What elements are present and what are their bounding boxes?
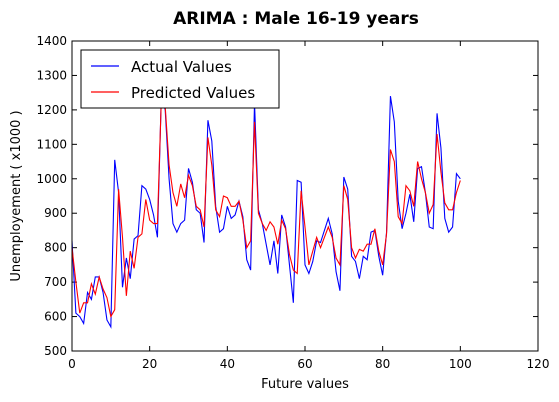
x-tick-label: 120: [527, 357, 550, 371]
x-tick-label: 80: [375, 357, 390, 371]
legend-label: Actual Values: [131, 58, 232, 76]
legend-box: [80, 49, 280, 109]
y-tick-label: 1400: [36, 34, 67, 48]
y-axis-label: Unemployement ( x1000 ): [9, 110, 24, 281]
x-tick-label: 60: [297, 357, 312, 371]
chart-title: ARIMA : Male 16-19 years: [173, 9, 419, 29]
y-tick-label: 1000: [36, 172, 67, 186]
plot-frame: [71, 40, 539, 352]
y-tick-label: 1100: [36, 137, 67, 151]
x-axis-label: Future values: [261, 377, 349, 392]
legend-label: Predicted Values: [131, 84, 255, 102]
x-tick-label: 0: [68, 357, 76, 371]
y-tick-label: 700: [44, 275, 67, 289]
y-tick-label: 800: [44, 241, 67, 255]
series-line: [71, 97, 461, 319]
y-tick-label: 1200: [36, 103, 67, 117]
x-tick-label: 20: [142, 357, 157, 371]
y-tick-label: 500: [44, 344, 67, 358]
y-tick-label: 600: [44, 310, 67, 324]
y-tick-label: 900: [44, 206, 67, 220]
x-tick-label: 40: [220, 357, 235, 371]
series-line: [71, 95, 461, 329]
y-tick-label: 1300: [36, 68, 67, 82]
x-tick-label: 100: [449, 357, 472, 371]
